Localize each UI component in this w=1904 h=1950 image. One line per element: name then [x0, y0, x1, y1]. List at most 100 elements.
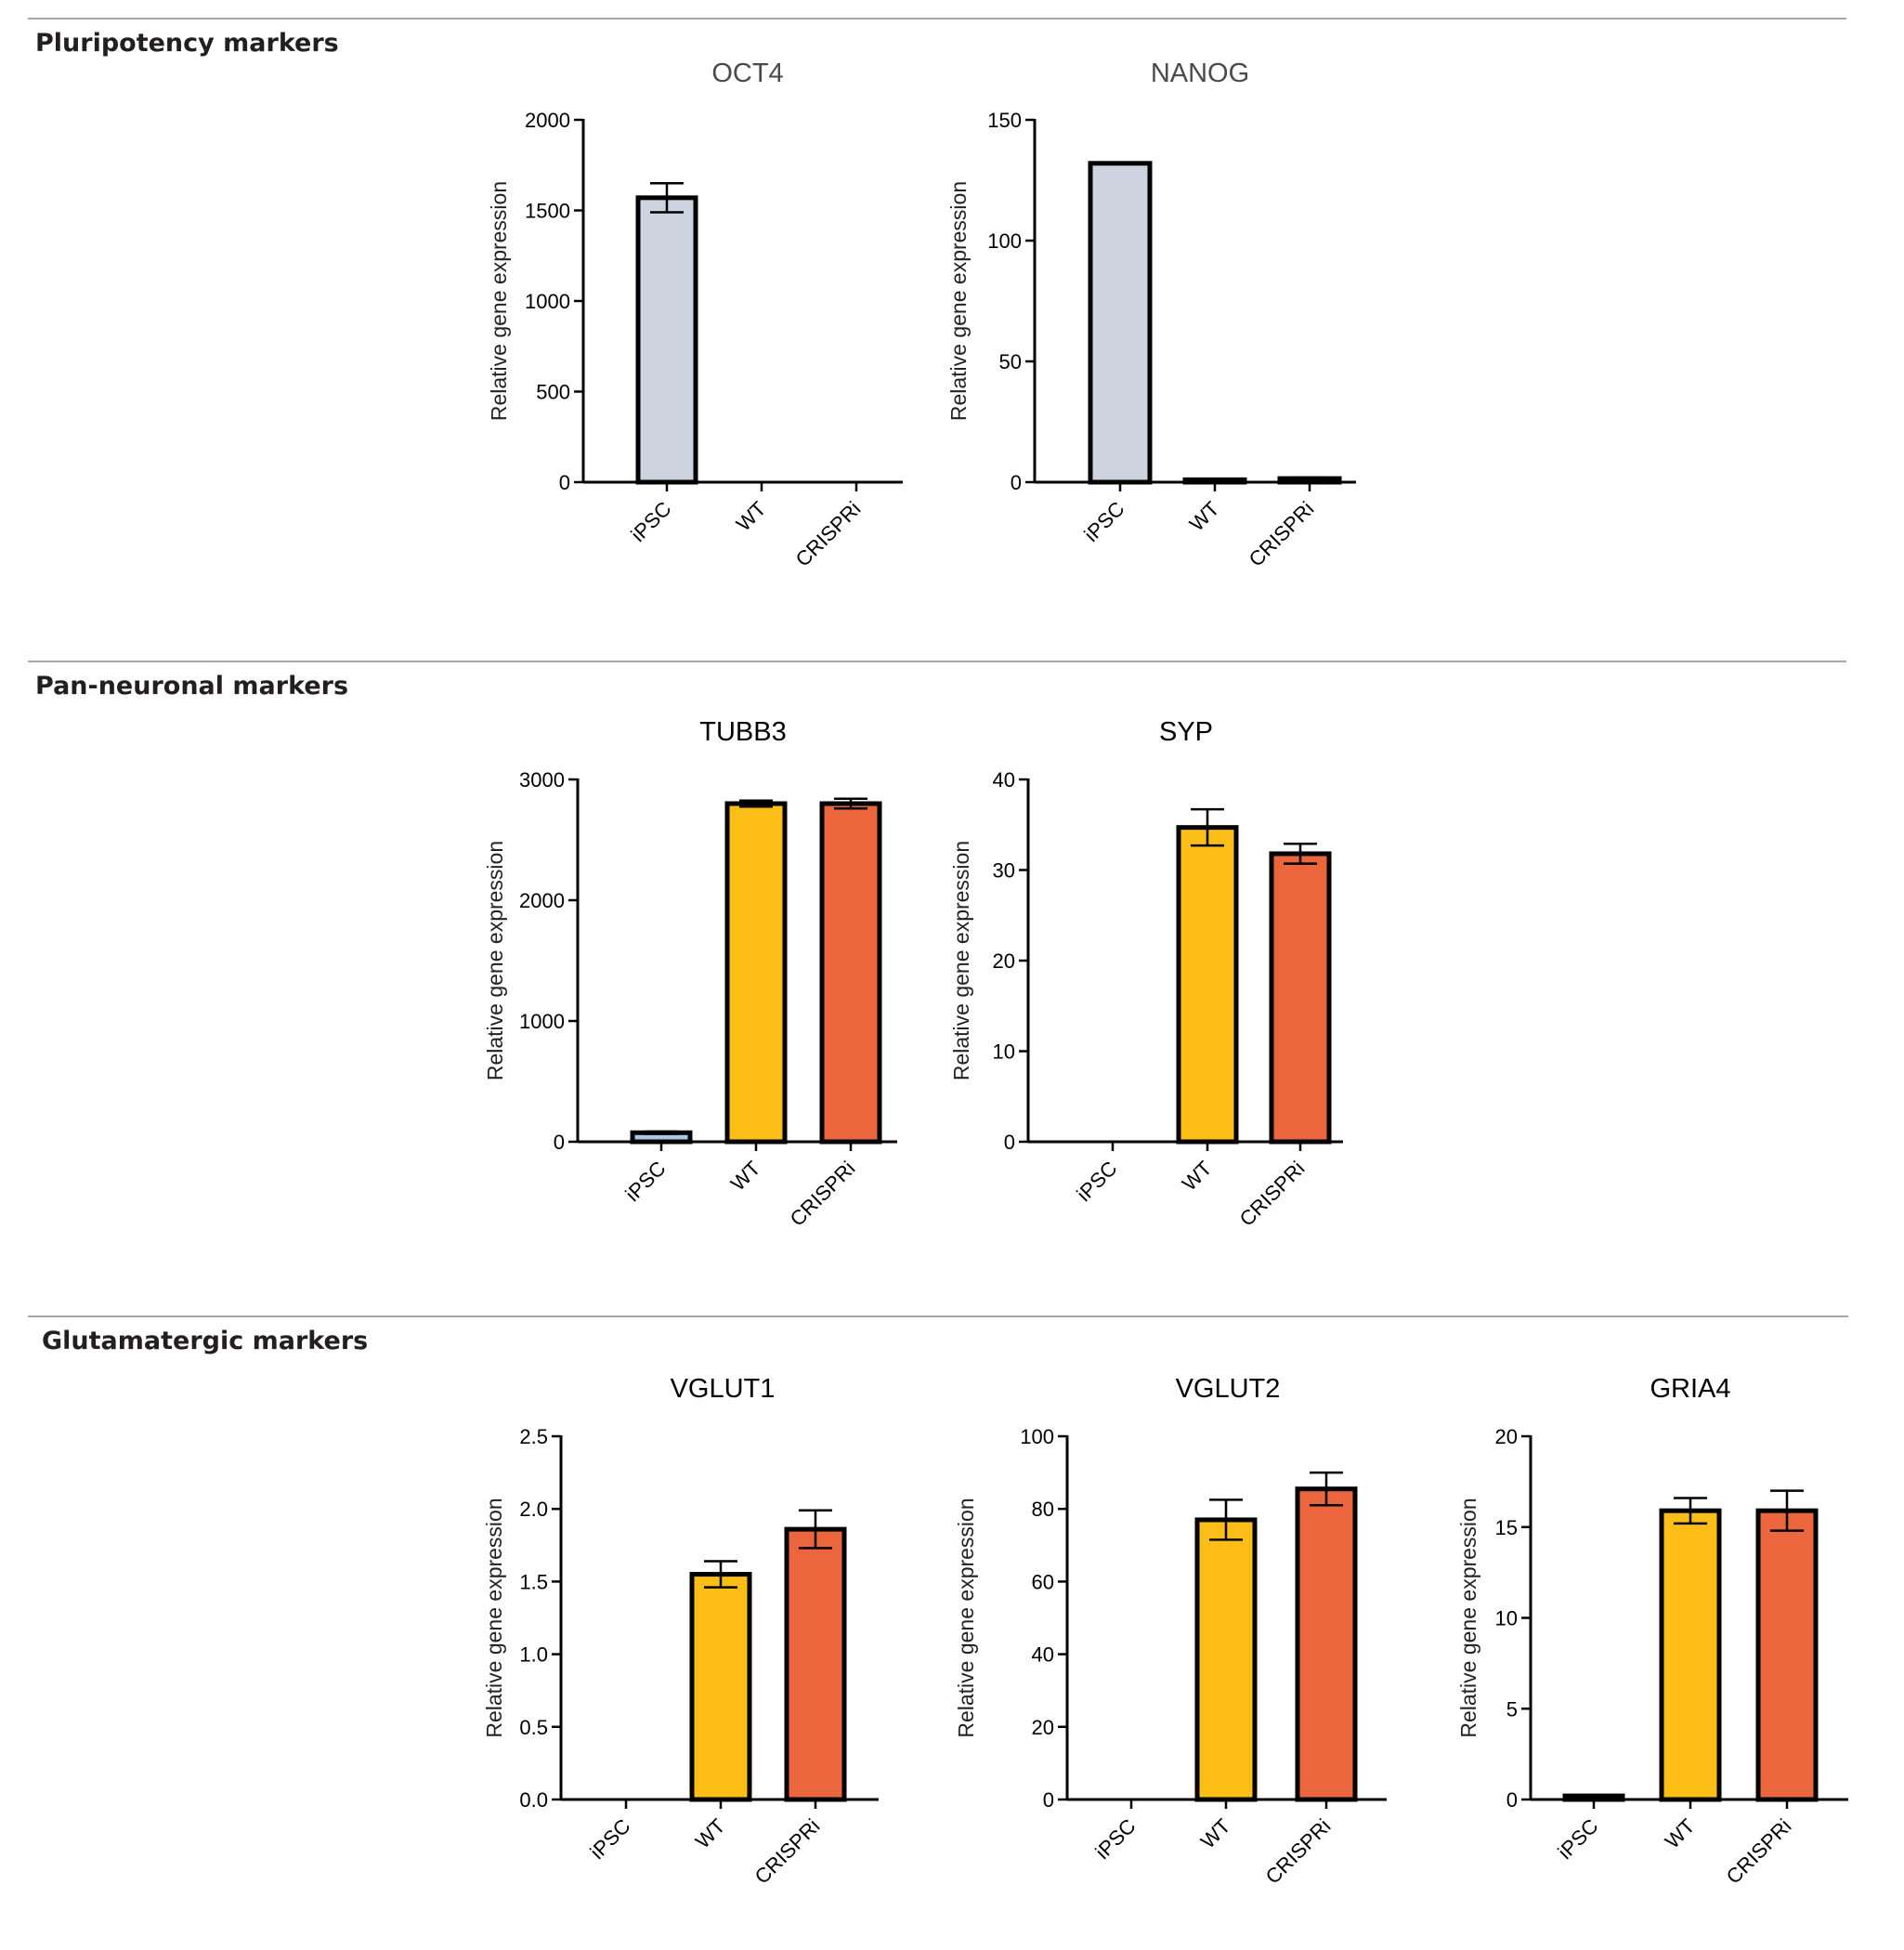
y-tick-label: 0 [1004, 1131, 1015, 1154]
bar-crispri [1755, 1508, 1819, 1802]
x-tick-label-crispri: CRISPRi [750, 1814, 825, 1889]
section-title-pan-neuronal: Pan-neuronal markers [35, 672, 348, 700]
chart-vglut2: VGLUT2 Relative gene expression 0 20 40 60 80 1… [954, 1374, 1387, 1889]
bar-ipsc [1088, 161, 1153, 485]
y-tick-label: 0 [1011, 471, 1022, 494]
y-tick-label: 20 [993, 949, 1015, 973]
x-tick-label-wt: WT [1661, 1814, 1700, 1853]
bar-ipsc [635, 195, 698, 485]
error-bar-crispri [1770, 1489, 1804, 1532]
chart-gria4: GRIA4 Relative gene expression 0 5 10 15 20 iPS… [1456, 1374, 1848, 1889]
y-tick-label: 0 [554, 1131, 565, 1154]
section-title-glutamatergic: Glutamatergic markers [42, 1327, 368, 1355]
chart-vglut1: VGLUT1 Relative gene expression 0.0 0.5 1.0 1… [482, 1374, 879, 1889]
y-axis-label: Relative gene expression [483, 841, 507, 1080]
y-tick-label: 0 [559, 471, 570, 494]
bar-wt [1194, 1517, 1258, 1802]
bar-crispri [1295, 1486, 1358, 1802]
section-pan-neuronal: Pan-neuronal markers [28, 661, 1846, 700]
x-tick-label-wt: WT [1196, 1814, 1235, 1853]
y-tick-label: 80 [1032, 1498, 1054, 1521]
chart-title: SYP [1159, 717, 1213, 747]
x-tick-label-crispri: CRISPRi [1261, 1814, 1336, 1889]
bar-crispri [819, 801, 882, 1145]
x-tick-label-ipsc: iPSC [1072, 1157, 1121, 1206]
y-tick-label: 60 [1032, 1570, 1054, 1593]
error-bar-wt [704, 1560, 737, 1589]
bar-wt [689, 1572, 752, 1802]
y-tick-label: 100 [1020, 1425, 1054, 1448]
y-tick-label: 5 [1506, 1697, 1518, 1721]
x-tick-label-crispri: CRISPRi [791, 497, 866, 571]
chart-title: NANOG [1151, 59, 1249, 88]
error-bar-wt [1209, 1498, 1243, 1541]
x-tick-label-wt: WT [732, 497, 771, 536]
y-axis-label: Relative gene expression [482, 1498, 506, 1737]
y-tick-label: 50 [999, 350, 1022, 373]
chart-title: GRIA4 [1650, 1374, 1730, 1404]
x-tick-label-wt: WT [691, 1814, 730, 1853]
chart-syp: SYP Relative gene expression 0 10 20 30 40 iPSC… [949, 717, 1343, 1231]
bar-crispri [784, 1526, 847, 1802]
y-tick-label: 20 [1032, 1716, 1054, 1739]
y-tick-label: 150 [987, 109, 1022, 132]
x-tick-label-wt: WT [1178, 1157, 1217, 1196]
y-tick-label: 30 [993, 859, 1015, 883]
x-tick-label-crispri: CRISPRi [786, 1157, 860, 1231]
y-axis-label: Relative gene expression [954, 1498, 978, 1737]
error-bar-ipsc [1577, 1793, 1611, 1799]
bar-wt [1176, 825, 1239, 1145]
chart-nanog: NANOG Relative gene expression 0 50 100 150 iP… [946, 59, 1356, 571]
x-tick-label-ipsc: iPSC [620, 1157, 670, 1206]
y-axis-label: Relative gene expression [487, 181, 511, 421]
x-tick-label-crispri: CRISPRi [1235, 1157, 1310, 1231]
error-bar-crispri [834, 797, 867, 810]
y-axis-label: Relative gene expression [946, 181, 971, 421]
y-tick-label: 0 [1506, 1788, 1518, 1812]
y-tick-label: 10 [993, 1040, 1015, 1064]
error-bar-wt [1191, 807, 1224, 847]
error-bar-wt [1198, 478, 1232, 482]
y-tick-label: 1000 [525, 290, 570, 313]
y-tick-label: 2000 [525, 109, 570, 132]
bar-crispri [1269, 851, 1332, 1145]
x-tick-label-ipsc: iPSC [1553, 1814, 1602, 1864]
y-tick-label: 40 [1032, 1643, 1054, 1667]
error-bar-ipsc [650, 182, 684, 214]
y-tick-label: 2.5 [519, 1425, 548, 1448]
y-tick-label: 1.0 [519, 1643, 548, 1667]
chart-title: VGLUT1 [671, 1374, 776, 1404]
chart-title: OCT4 [711, 59, 783, 88]
section-pluripotency: Pluripotency markers [28, 18, 1846, 58]
section-glutamatergic: Glutamatergic markers [28, 1315, 1848, 1355]
error-bar-crispri [1284, 842, 1317, 865]
y-tick-label: 100 [987, 229, 1022, 253]
x-tick-label-ipsc: iPSC [1079, 497, 1128, 546]
y-tick-label: 2000 [519, 889, 565, 912]
error-bar-ipsc [645, 1130, 678, 1135]
chart-title: VGLUT2 [1176, 1374, 1281, 1404]
chart-oct4: OCT4 Relative gene expression 0 500 1000 1500… [487, 59, 903, 571]
x-tick-label-crispri: CRISPRi [1245, 497, 1319, 571]
y-tick-label: 20 [1495, 1425, 1518, 1448]
y-tick-label: 3000 [519, 768, 565, 792]
y-axis-label: Relative gene expression [949, 841, 973, 1080]
y-tick-label: 2.0 [519, 1498, 548, 1521]
x-tick-label-wt: WT [1185, 497, 1224, 536]
bar-wt [1659, 1508, 1722, 1802]
y-tick-label: 0.0 [519, 1788, 548, 1812]
x-tick-label-wt: WT [726, 1157, 765, 1196]
y-axis-label: Relative gene expression [1456, 1498, 1480, 1737]
y-tick-label: 1.5 [519, 1570, 548, 1593]
x-tick-label-ipsc: iPSC [626, 497, 675, 546]
y-tick-label: 500 [536, 381, 570, 404]
y-tick-label: 10 [1495, 1607, 1518, 1630]
error-bar-wt [1674, 1497, 1707, 1525]
y-tick-label: 0 [1043, 1788, 1054, 1812]
y-tick-label: 1500 [525, 200, 570, 223]
y-tick-label: 40 [993, 768, 1015, 792]
y-tick-label: 1000 [519, 1010, 565, 1033]
x-tick-label-ipsc: iPSC [1090, 1814, 1140, 1864]
